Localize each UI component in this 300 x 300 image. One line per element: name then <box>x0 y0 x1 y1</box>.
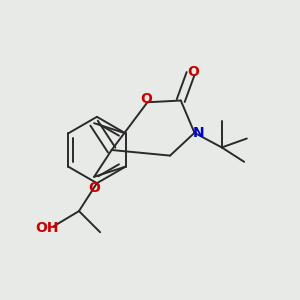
Text: N: N <box>193 126 205 140</box>
Text: O: O <box>89 181 100 195</box>
Text: O: O <box>187 65 199 80</box>
Text: OH: OH <box>35 220 58 235</box>
Text: O: O <box>140 92 152 106</box>
